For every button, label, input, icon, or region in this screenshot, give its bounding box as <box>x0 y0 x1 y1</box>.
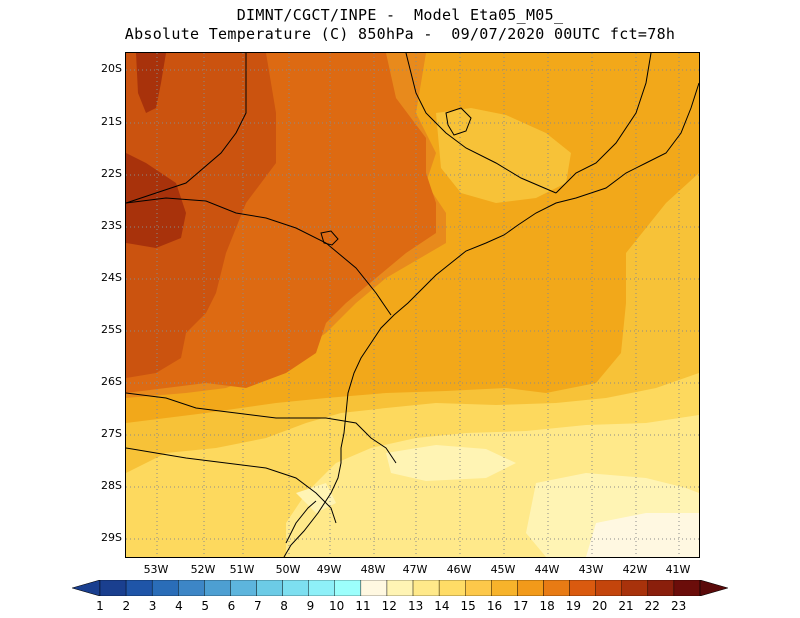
field-t13-c <box>296 483 336 513</box>
field-t16-pocket <box>436 108 571 203</box>
lake-outline <box>445 107 472 136</box>
lat-label: 20S <box>101 62 122 75</box>
colorbar-swatch <box>99 579 127 597</box>
colorbar-label: 11 <box>355 599 371 613</box>
field-t12 <box>586 513 699 557</box>
lon-label: 43W <box>578 563 604 576</box>
colorbar-swatch <box>282 579 309 597</box>
map-title-line-2: Absolute Temperature (C) 850hPa - 09/07/… <box>124 25 676 43</box>
colorbar-label: 18 <box>539 599 555 613</box>
colorbar-label: 20 <box>592 599 608 613</box>
lon-label: 53W <box>143 563 169 576</box>
lon-label: 47W <box>402 563 428 576</box>
colorbar-label: 10 <box>329 599 345 613</box>
lat-label: 25S <box>101 323 122 336</box>
colorbar-swatch <box>204 579 231 597</box>
colorbar-swatch <box>360 579 388 597</box>
colorbar-swatch <box>125 579 153 597</box>
state-border-1 <box>126 197 392 316</box>
colorbar-swatch <box>543 579 570 597</box>
lon-label: 51W <box>229 563 255 576</box>
colorbar-swatch <box>673 579 701 597</box>
coastline <box>283 192 592 557</box>
lon-label: 46W <box>446 563 472 576</box>
colorbar-label: 15 <box>460 599 476 613</box>
colorbar-swatch <box>647 579 675 597</box>
colorbar-label: 21 <box>618 599 634 613</box>
field-t20 <box>126 53 276 378</box>
state-border-5 <box>555 53 652 194</box>
colorbar-label: 4 <box>175 599 183 613</box>
colorbar-swatch <box>595 579 622 597</box>
lat-lon-grid <box>126 53 699 557</box>
colorbar-swatch <box>334 579 362 597</box>
lon-label: 41W <box>665 563 691 576</box>
colorbar-swatch <box>491 579 518 597</box>
coastal-lagoon <box>285 500 317 544</box>
field-t21-west <box>126 153 186 248</box>
lat-label: 27S <box>101 427 122 440</box>
colorbar-label: 12 <box>381 599 397 613</box>
lon-label: 48W <box>360 563 386 576</box>
lon-label: 44W <box>534 563 560 576</box>
state-border-4 <box>405 53 557 194</box>
colorbar-swatch <box>256 579 283 597</box>
colorbar-label: 7 <box>253 599 262 613</box>
colorbar-label: 22 <box>644 599 660 613</box>
colorbar-swatch <box>621 579 649 597</box>
colorbar-swatch <box>569 579 596 597</box>
state-border-3 <box>126 53 247 204</box>
lat-label: 23S <box>101 219 122 232</box>
colorbar-label: 5 <box>201 599 209 613</box>
coastlines-and-borders <box>126 53 699 557</box>
colorbar-label: 1 <box>96 599 104 613</box>
colorbar-label: 9 <box>306 599 315 613</box>
lat-label: 24S <box>101 271 122 284</box>
colorbar-swatch <box>230 579 257 597</box>
coastline-northeast <box>590 82 699 194</box>
lon-label: 50W <box>275 563 301 576</box>
state-border-6 <box>126 447 337 524</box>
colorbar-swatch <box>465 579 492 597</box>
lat-label: 29S <box>101 531 122 544</box>
colorbar-label: 14 <box>434 599 450 613</box>
colorbar-swatch <box>308 579 335 597</box>
colorbar-under-arrow <box>70 579 101 597</box>
colorbar-label: 13 <box>407 599 424 613</box>
colorbar <box>70 579 730 597</box>
field-t21-north <box>136 53 166 113</box>
colorbar-label: 23 <box>670 599 687 613</box>
colorbar-label: 8 <box>280 599 288 613</box>
colorbar-swatch <box>178 579 205 597</box>
colorbar-swatch <box>386 579 414 597</box>
colorbar-swatch <box>412 579 440 597</box>
colorbar-swatch <box>517 579 544 597</box>
lon-label: 45W <box>490 563 516 576</box>
colorbar-label: 3 <box>148 599 157 613</box>
lat-label: 22S <box>101 167 122 180</box>
colorbar-label: 6 <box>227 599 236 613</box>
colorbar-swatch <box>151 579 179 597</box>
lon-label: 42W <box>622 563 648 576</box>
lat-label: 21S <box>101 115 122 128</box>
map-title-line-1: DIMNT/CGCT/INPE - Model Eta05_M05_ <box>236 6 564 24</box>
temperature-map <box>125 52 700 558</box>
colorbar-label: 16 <box>486 599 503 613</box>
lon-label: 52W <box>190 563 216 576</box>
lat-label: 26S <box>101 375 122 388</box>
colorbar-label: 2 <box>122 599 131 613</box>
state-border-2 <box>126 392 397 464</box>
lat-label: 28S <box>101 479 122 492</box>
reservoir-outline <box>320 230 339 246</box>
colorbar-label: 19 <box>565 599 582 613</box>
field-t13-a <box>386 445 516 481</box>
colorbar-swatch <box>438 579 466 597</box>
colorbar-label: 17 <box>513 599 529 613</box>
colorbar-over-arrow <box>699 579 730 597</box>
lon-label: 49W <box>316 563 342 576</box>
